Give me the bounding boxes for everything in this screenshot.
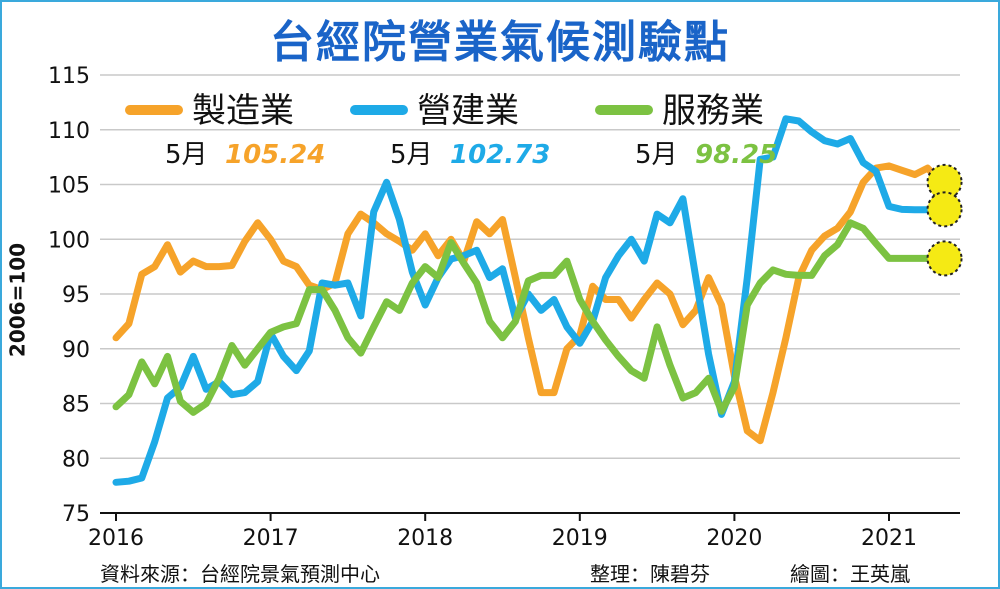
x-tick-label: 2020 <box>706 526 762 551</box>
source-note: 資料來源：台經院景氣預測中心 <box>100 562 380 586</box>
legend-latest-value: 105.24 <box>225 140 325 170</box>
y-tick-label: 90 <box>62 338 90 363</box>
x-tick-label: 2018 <box>397 526 453 551</box>
legend-label: 服務業 <box>662 91 764 131</box>
series-line-1 <box>112 162 944 445</box>
series-line-3 <box>112 219 944 416</box>
y-tick-label: 80 <box>62 447 90 472</box>
y-tick-label: 75 <box>62 502 90 527</box>
y-tick-label: 95 <box>62 283 90 308</box>
legend-latest-month: 5月 <box>635 140 678 170</box>
latest-point-highlight <box>926 191 963 228</box>
legend-latest-month: 5月 <box>165 140 208 170</box>
x-tick-label: 2017 <box>243 526 299 551</box>
y-tick-label: 100 <box>48 228 90 253</box>
editor-note: 整理：陳碧芬 <box>590 562 710 586</box>
y-tick-label: 105 <box>48 174 90 199</box>
legend-latest-value: 102.73 <box>450 140 550 170</box>
y-tick-label: 85 <box>62 393 90 418</box>
legend-label: 製造業 <box>192 91 294 131</box>
legend-label: 營建業 <box>417 91 519 131</box>
illustrator-note: 繪圖：王英嵐 <box>790 562 910 586</box>
series-line-2 <box>112 115 944 486</box>
y-tick-label: 110 <box>48 119 90 144</box>
latest-point-highlight <box>926 240 963 277</box>
chart-title: 台經院營業氣候測驗點 <box>270 17 730 68</box>
x-tick-label: 2021 <box>861 526 917 551</box>
legend-latest-value: 98.25 <box>695 140 777 170</box>
x-tick-label: 2019 <box>552 526 608 551</box>
x-tick-label: 2016 <box>88 526 144 551</box>
y-tick-label: 115 <box>48 64 90 89</box>
legend-latest-month: 5月 <box>390 140 433 170</box>
